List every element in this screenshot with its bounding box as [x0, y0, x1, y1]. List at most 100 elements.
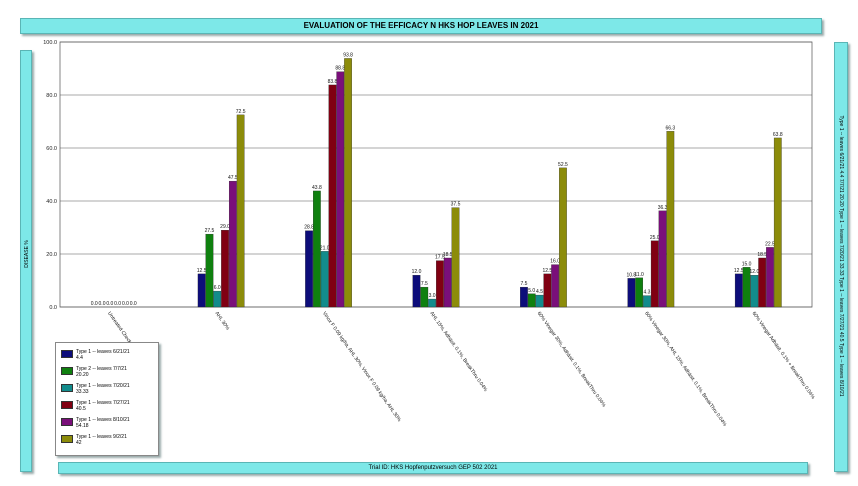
bar [305, 230, 313, 308]
plot-area [59, 41, 813, 308]
bar-value-label: 4.5 [536, 289, 543, 295]
legend-label: Type 1 -- leaves 7/20/21 33.33 [76, 383, 130, 395]
bar [766, 247, 774, 308]
left-axis-strip: DISEASE % [20, 50, 32, 472]
legend-series-value: 33.33 [76, 389, 89, 395]
bar [336, 71, 345, 308]
bar-value-label: 17.5 [435, 255, 445, 261]
trial-id-banner: Trial ID: HKS Hopfenputzversuch GEP 502 … [58, 462, 808, 474]
legend-series-name: Type 1 -- leaves 9/2/21 [76, 434, 127, 440]
chart-title: EVALUATION OF THE EFFICACY N HKS HOP LEA… [20, 18, 822, 34]
bar-value-label: 12.5 [734, 268, 744, 274]
bar [420, 286, 429, 308]
y-tick-label: 100.0 [43, 40, 57, 46]
bar-value-label: 4.3 [643, 290, 650, 296]
bar-value-label: 7.5 [421, 281, 428, 287]
legend-label: Type 2 -- leaves 7/7/21 20.20 [76, 366, 127, 378]
bar-value-label: 28.8 [304, 225, 314, 231]
bar [535, 294, 544, 308]
bar-value-label: 10.8 [626, 272, 636, 278]
bar-value-label: 29.0 [220, 224, 230, 230]
x-category-label: 60% Vinegar 30%, AHL 15%, Adhäsit. 0.1%,… [643, 311, 728, 428]
bar [551, 264, 559, 308]
bar-value-label: 72.5 [236, 109, 246, 115]
bar-value-label: 88.8 [335, 66, 345, 72]
bar [734, 273, 743, 308]
x-category-label: 60% Vinegar Adhäsit. 0.1% + BreakThru 0.… [751, 311, 817, 401]
bar [213, 290, 222, 308]
bar-value-label: 37.5 [451, 202, 461, 208]
legend-series-value: 4.4 [76, 355, 83, 361]
bar [428, 298, 436, 308]
x-category-label: AHL 15%, Adhäsit. 0.1%, BreakThru 0.04% [428, 311, 488, 394]
bar [635, 277, 644, 308]
bar-value-label: 27.5 [205, 228, 215, 234]
legend-label: Type 1 -- leaves 6/21/21 4.4 [76, 349, 130, 361]
bar-value-label: 21.0 [320, 245, 330, 251]
legend-swatch [61, 350, 73, 358]
bar [412, 275, 421, 308]
bar [773, 137, 782, 308]
bar-value-label: 0.0 [114, 301, 121, 307]
bar [197, 273, 206, 308]
bar [205, 233, 214, 308]
bar-value-label: 43.8 [312, 185, 322, 191]
bar [344, 58, 352, 308]
y-tick-label: 40.0 [46, 199, 57, 205]
bar-value-label: 18.5 [757, 252, 767, 258]
bar-value-label: 22.5 [765, 241, 775, 247]
bar [750, 275, 759, 308]
bar-value-label: 36.3 [658, 205, 668, 211]
bar [443, 257, 452, 308]
legend-series-value: 20.20 [76, 372, 89, 378]
bar [520, 286, 528, 308]
bar [328, 84, 337, 308]
legend-label: Type 1 -- leaves 8/10/21 54.18 [76, 417, 130, 429]
legend-series-value: 54.18 [76, 423, 89, 429]
legend-swatch [61, 435, 73, 443]
bar-value-label: 12.5 [197, 268, 207, 274]
x-category-label: Vinox F 0.09 kg/ha, AHL 30%, Vinox F 0.0… [321, 311, 402, 424]
legend-swatch [61, 367, 73, 375]
bar-value-label: 15.0 [742, 261, 752, 267]
y-tick-label: 60.0 [46, 146, 57, 152]
bar-value-label: 25.0 [650, 235, 660, 241]
legend-swatch [61, 384, 73, 392]
bar-value-label: 0.0 [130, 301, 137, 307]
bar-value-label: 0.0 [122, 301, 129, 307]
bar-value-label: 12.0 [412, 269, 422, 275]
bar-value-label: 66.3 [665, 125, 675, 131]
bar-value-label: 0.0 [106, 301, 113, 307]
bar-value-label: 52.5 [558, 162, 568, 168]
bar [758, 257, 767, 308]
legend-series-name: Type 1 -- leaves 8/10/21 [76, 417, 130, 423]
bar [559, 167, 567, 308]
legend-series-value: 42 [76, 440, 82, 446]
bar-value-label: 6.0 [214, 285, 221, 291]
bar [650, 240, 659, 308]
legend-label: Type 1 -- leaves 9/2/21 42 [76, 434, 127, 446]
right-info-strip: Type 1 -- leaves 6/21/21 4.4 7/7/21 20.2… [834, 42, 848, 472]
bar-value-label: 0.0 [91, 301, 98, 307]
bar-value-label: 93.8 [343, 52, 353, 58]
bar [228, 180, 237, 308]
bar-value-label: 12.5 [542, 268, 552, 274]
bar [627, 278, 636, 308]
bar-value-label: 0.0 [99, 301, 106, 307]
bar-value-label: 12.0 [750, 269, 760, 275]
legend-series-name: Type 1 -- leaves 7/27/21 [76, 400, 130, 406]
bar [451, 207, 460, 308]
bar-value-label: 47.5 [228, 175, 238, 181]
bar-value-label: 5.0 [528, 288, 535, 294]
legend-series-name: Type 1 -- leaves 7/20/21 [76, 383, 130, 389]
bar [313, 190, 321, 308]
legend-series-value: 40.5 [76, 406, 86, 412]
bar [742, 267, 751, 308]
bar [527, 293, 536, 308]
x-category-label: 60% Vinegar 30%, Adhäsit. 0.1%, BreakThr… [536, 311, 607, 409]
y-tick-label: 80.0 [46, 93, 57, 99]
x-category-label: AHL 30% [214, 311, 231, 332]
legend-label: Type 1 -- leaves 7/27/21 40.5 [76, 400, 130, 412]
bar [436, 260, 444, 308]
bar-value-label: 11.0 [634, 272, 644, 278]
